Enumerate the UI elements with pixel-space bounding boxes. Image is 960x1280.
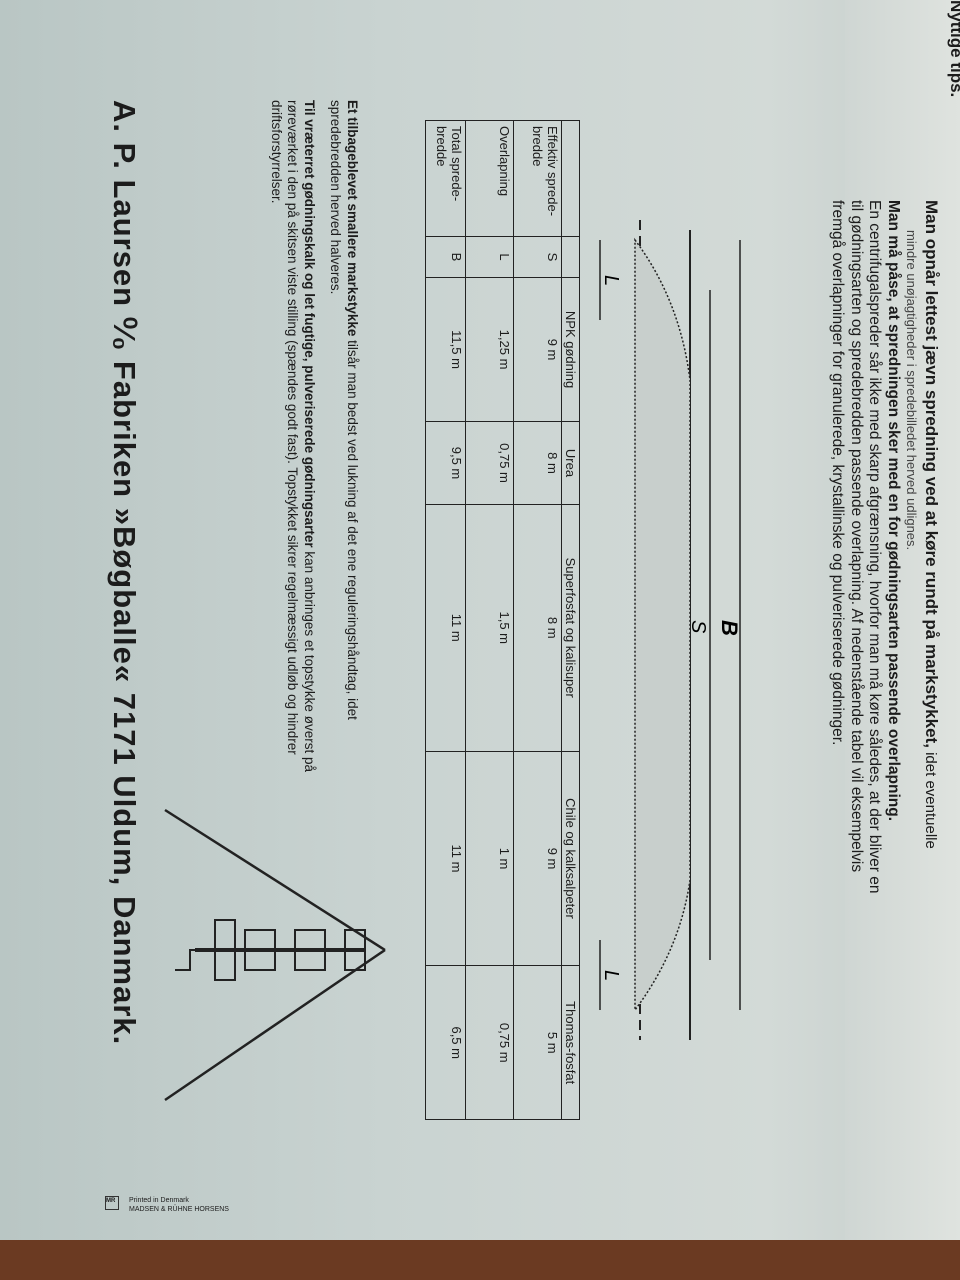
row-label: Effektiv sprede-bredde <box>513 120 562 237</box>
brochure-page <box>0 0 960 1240</box>
hopper-wall-right <box>164 948 386 1102</box>
table-cell: 11 m <box>425 751 466 966</box>
table-cell: 1,25 m <box>465 277 514 422</box>
table-row: Effektiv sprede-bredde S 9 m 8 m 8 m 9 m… <box>513 120 562 1120</box>
table-cell: 11 m <box>425 504 466 752</box>
company-line: A. P. Laursen ⁰⁄₀ Fabriken »Bøgballe« 71… <box>107 100 142 1046</box>
narrow-field-bold: Et tilbageblevet smallere markstykke <box>345 100 360 337</box>
label-b: B <box>717 620 742 636</box>
table-cell: 1 m <box>465 751 514 966</box>
intro-text: Man opnår lettest jævn spredning ved at … <box>828 200 942 900</box>
top-piece-paragraph: Til vræterret gødningskalk og let fugtig… <box>268 100 317 800</box>
hopper-wall-left <box>164 808 386 952</box>
label-l-left: L <box>600 275 622 286</box>
spread-diagram: B S L L <box>599 220 742 1040</box>
row-symbol: B <box>425 236 466 278</box>
table-cell: 8 m <box>513 504 562 752</box>
table-cell: 11,5 m <box>425 277 466 422</box>
column-header: NPK gødning <box>561 277 580 422</box>
column-header: Superfosfat og kalisuper <box>561 504 580 752</box>
label-l-right: L <box>600 970 622 981</box>
table-cell: 9,5 m <box>425 421 466 505</box>
column-header: Urea <box>561 421 580 505</box>
section-heading: Nyttige tips. <box>947 0 960 98</box>
narrow-field-paragraph: Et tilbageblevet smallere markstykke til… <box>327 100 361 800</box>
table-cell: 9 m <box>513 277 562 422</box>
printer-footer: MR Printed in Denmark MADSEN & RÜHNE HOR… <box>105 1196 229 1214</box>
row-label: Total sprede-bredde <box>425 120 466 237</box>
column-header: Thomas-fosfat <box>561 965 580 1120</box>
intro-body: En centrifugalspreder sår ikke med skarp… <box>829 200 884 894</box>
table-cell: 6,5 m <box>425 965 466 1120</box>
table-row: Total sprede-bredde B 11,5 m 9,5 m 11 m … <box>425 120 466 1120</box>
hopper-sketch <box>164 808 386 1102</box>
table-cell: 0,75 m <box>465 421 514 505</box>
printed-in: Printed in Denmark <box>129 1197 189 1204</box>
table-corner <box>561 120 580 237</box>
table-cell: 9 m <box>513 751 562 966</box>
row-symbol: S <box>513 236 562 278</box>
table-cell: 5 m <box>513 965 562 1120</box>
printer-name: MADSEN & RÜHNE HORSENS <box>129 1206 229 1213</box>
table-corner-symbol <box>561 236 580 278</box>
intro-lead: Man opnår lettest jævn spredning ved at … <box>921 200 941 900</box>
intro-lead-rest: idet eventuelle <box>922 747 939 849</box>
row-symbol: L <box>465 236 514 278</box>
printer-text: Printed in Denmark MADSEN & RÜHNE HORSEN… <box>129 1196 229 1214</box>
printer-logo: MR <box>105 1196 119 1210</box>
table-cell: 1,5 m <box>465 504 514 752</box>
intro-lead-bold: Man opnår lettest jævn spredning ved at … <box>922 200 941 748</box>
page-fold <box>845 0 960 1240</box>
label-s: S <box>687 620 709 634</box>
row-label: Overlapning <box>465 120 514 237</box>
table-row: Overlapning L 1,25 m 0,75 m 1,5 m 1 m 0,… <box>465 120 514 1120</box>
top-piece-icon <box>175 919 366 981</box>
intro-small: mindre unøjagtigheder i spredebilledet h… <box>904 230 920 551</box>
table-header: NPK gødning Urea Superfosfat og kalisupe… <box>561 120 580 1120</box>
lower-text: Et tilbageblevet smallere markstykke til… <box>258 100 361 800</box>
top-piece-bold: Til vræterret gødningskalk og let fugtig… <box>302 100 317 548</box>
table-cell: 0,75 m <box>465 965 514 1120</box>
spread-pattern <box>634 237 691 1013</box>
table-cell: 8 m <box>513 421 562 505</box>
column-header: Chile og kalksalpeter <box>561 751 580 966</box>
spread-table: NPK gødning Urea Superfosfat og kalisupe… <box>425 120 580 1120</box>
intro-bold: Man må påse, at spredningen sker med en … <box>885 200 902 822</box>
